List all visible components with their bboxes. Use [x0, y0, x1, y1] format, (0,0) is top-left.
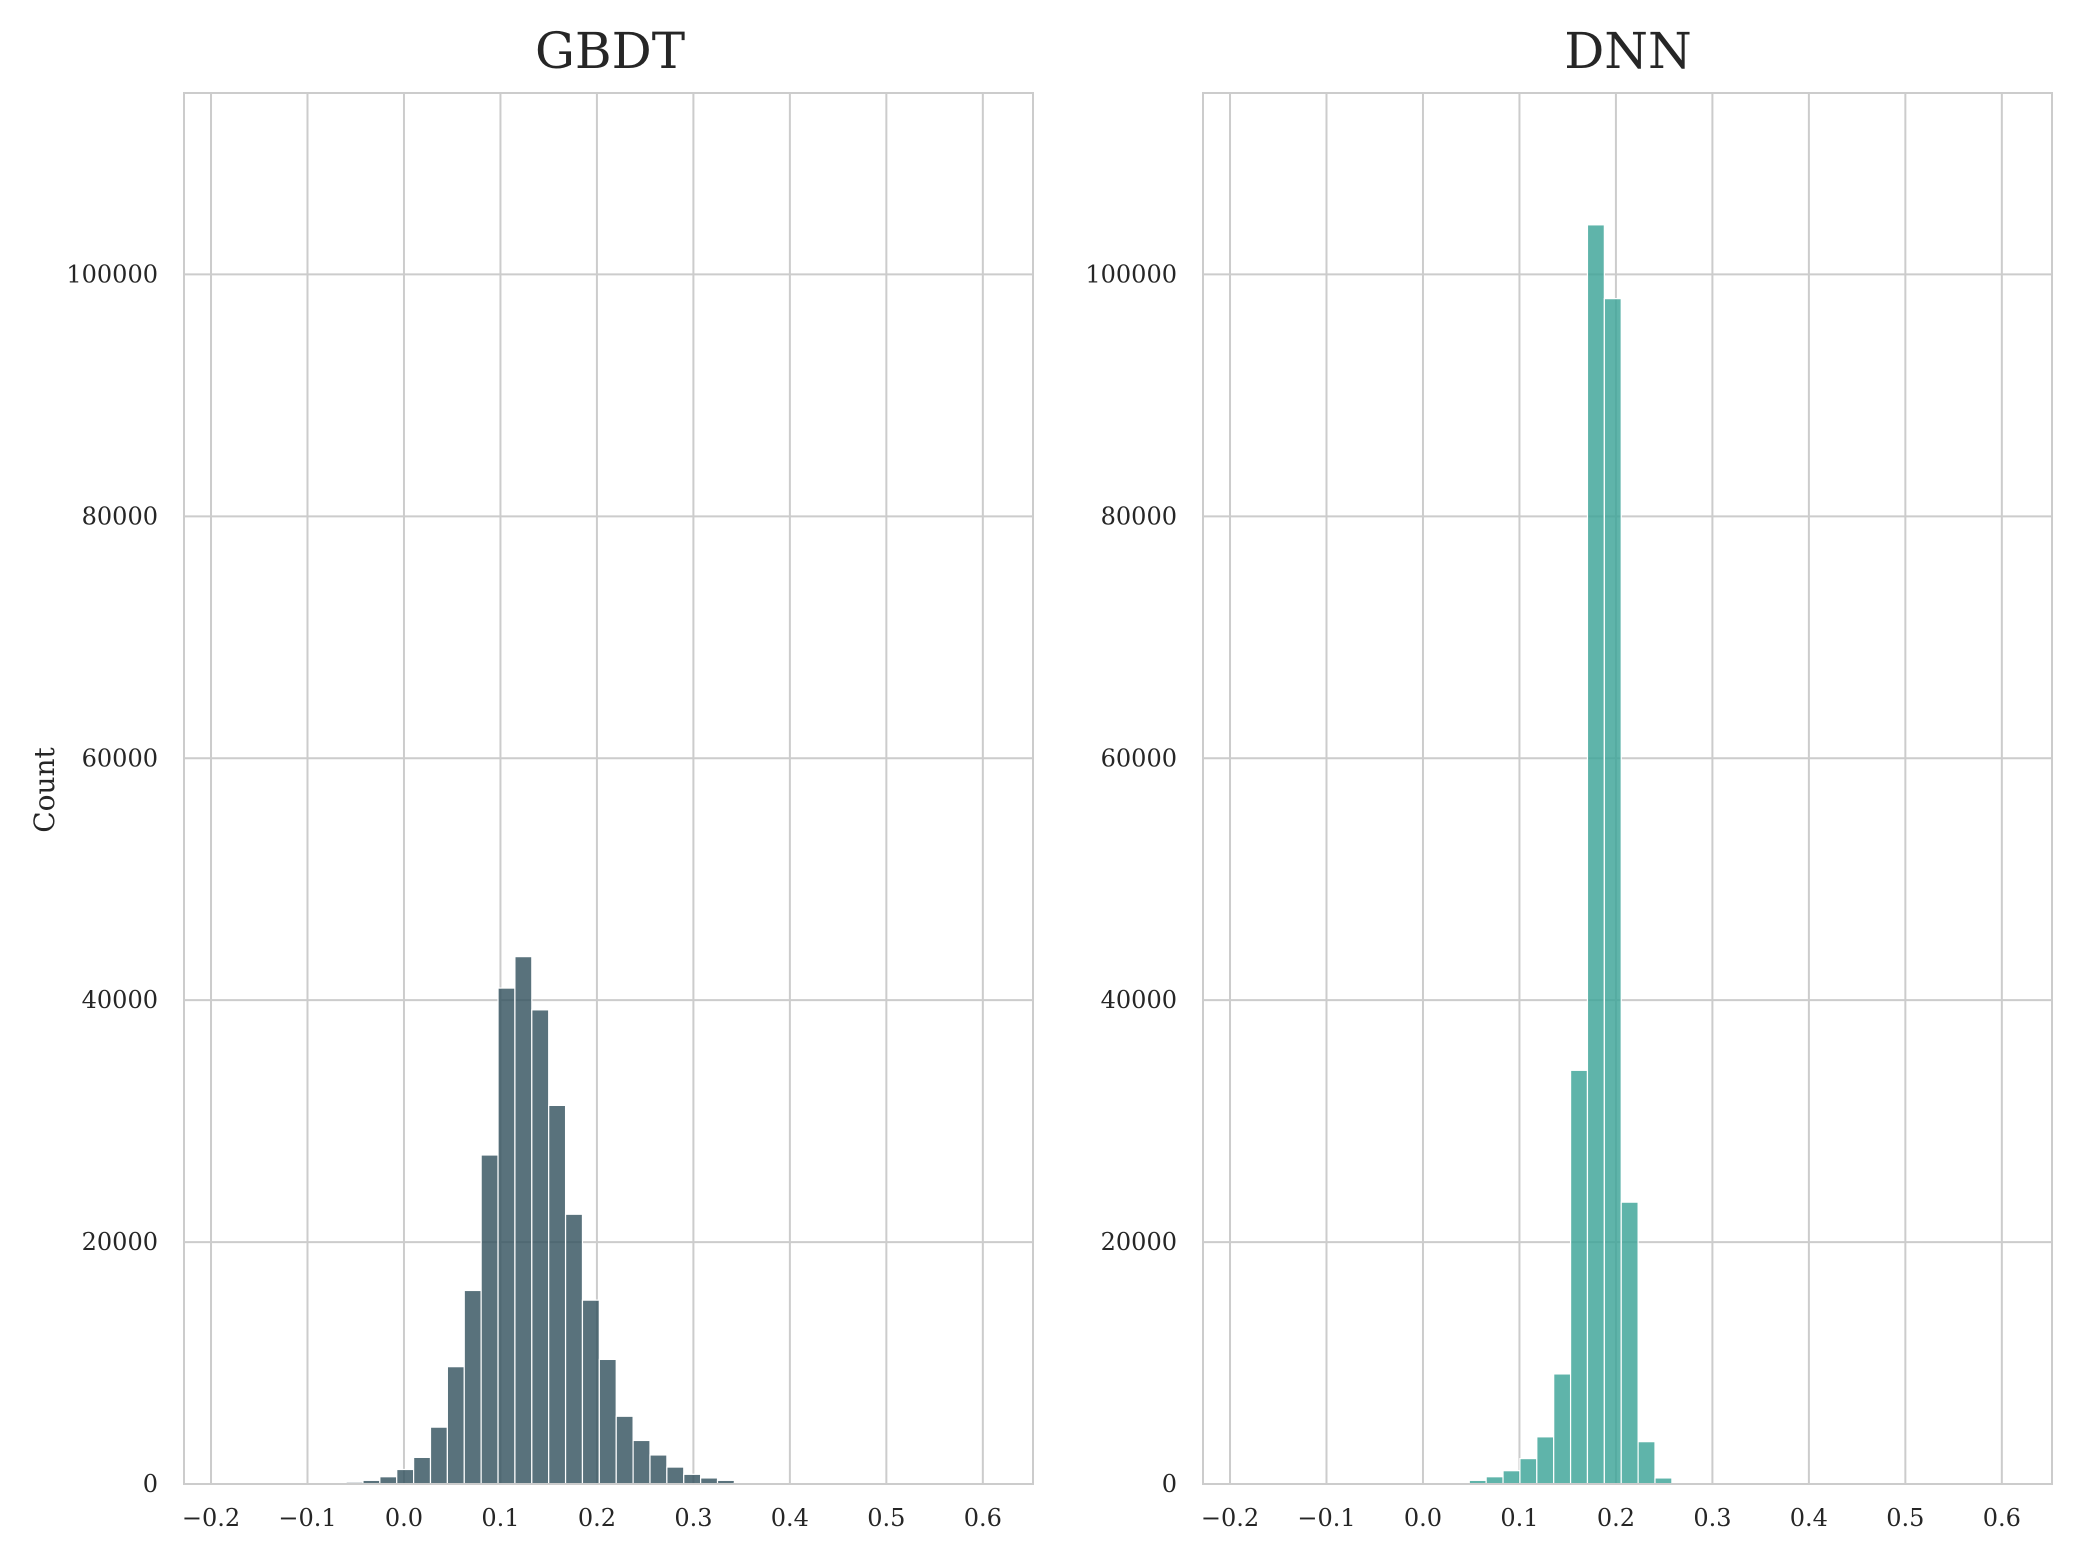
x-tick-label: 0.3 — [674, 1504, 712, 1532]
histogram-bar — [548, 1104, 567, 1485]
x-tick-label: 0.0 — [1404, 1504, 1442, 1532]
x-tick-label: 0.5 — [1886, 1504, 1924, 1532]
gbdt-title: GBDT — [535, 22, 685, 80]
histogram-bar — [480, 1154, 499, 1485]
x-tick-label: 0.1 — [481, 1504, 519, 1532]
x-tick-label: 0.2 — [1597, 1504, 1635, 1532]
histogram-bar — [531, 1009, 550, 1485]
y-tick-label: 20000 — [82, 1228, 158, 1256]
x-tick-label: −0.2 — [1201, 1504, 1259, 1532]
histogram-bar — [581, 1299, 600, 1485]
gridlines — [1203, 93, 2052, 1485]
histogram-bars — [1468, 224, 1673, 1485]
histogram-bar — [379, 1476, 398, 1485]
y-tick-label: 60000 — [82, 744, 158, 772]
x-tick-label: −0.1 — [1297, 1504, 1355, 1532]
histogram-bar — [413, 1456, 432, 1485]
x-tick-label: 0.1 — [1500, 1504, 1538, 1532]
y-tick-label: 100000 — [1085, 260, 1177, 288]
histogram-bar — [649, 1454, 668, 1485]
y-tick-label: 80000 — [82, 502, 158, 530]
x-tick-label: 0.3 — [1693, 1504, 1731, 1532]
histogram-bars — [311, 956, 786, 1485]
gbdt-panel: GBDT Count −0.2 −0.1 0.0 0.1 0.2 0.3 0.4 0.5 0.6… — [28, 22, 1034, 1532]
histogram-bar — [683, 1473, 702, 1485]
y-tick-label: 20000 — [1101, 1228, 1177, 1256]
dnn-panel: DNN −0.2 −0.1 0.0 0.1 0.2 0.3 0.4 0.5 0.6 0 20000 4… — [1085, 22, 2053, 1532]
x-tick-label: −0.2 — [182, 1504, 240, 1532]
histogram-bar — [514, 956, 533, 1485]
histogram-bar — [1519, 1457, 1538, 1485]
histogram-bar — [1637, 1441, 1656, 1485]
y-tick-label: 100000 — [66, 260, 158, 288]
x-tick-label: 0.5 — [867, 1504, 905, 1532]
histogram-bar — [666, 1466, 685, 1485]
x-tick-label: 0.6 — [1983, 1504, 2021, 1532]
y-axis-label: Count — [28, 746, 61, 832]
histogram-bar — [632, 1439, 651, 1485]
histogram-bar — [1586, 224, 1605, 1485]
x-tick-label: 0.0 — [385, 1504, 423, 1532]
histogram-bar — [429, 1426, 448, 1485]
gridlines — [184, 93, 1033, 1485]
histogram-bar — [1569, 1069, 1589, 1485]
x-tick-label: 0.4 — [1790, 1504, 1828, 1532]
histogram-bar — [446, 1366, 465, 1485]
axes-frame — [183, 92, 1034, 1485]
histogram-bar — [1553, 1373, 1572, 1485]
histogram-bar — [1603, 298, 1622, 1485]
axes-frame — [1202, 92, 2053, 1485]
histogram-bar — [598, 1358, 617, 1485]
x-tick-label: −0.1 — [278, 1504, 336, 1532]
y-tick-label: 80000 — [1101, 502, 1177, 530]
dnn-title: DNN — [1564, 22, 1692, 80]
histogram-bar — [615, 1415, 634, 1485]
histogram-bar — [1620, 1201, 1639, 1485]
histogram-bar — [1485, 1476, 1504, 1485]
histogram-bar — [396, 1468, 415, 1485]
y-tick-label: 0 — [143, 1470, 158, 1498]
histogram-bar — [1502, 1470, 1521, 1485]
y-tick-label: 40000 — [82, 986, 158, 1014]
x-tick-label: 0.6 — [964, 1504, 1002, 1532]
histogram-bar — [1536, 1436, 1555, 1485]
y-tick-label: 40000 — [1101, 986, 1177, 1014]
x-tick-label: 0.4 — [771, 1504, 809, 1532]
x-tick-label: 0.2 — [578, 1504, 616, 1532]
y-tick-label: 60000 — [1101, 744, 1177, 772]
histogram-bar — [564, 1213, 584, 1485]
histogram-bar — [463, 1289, 482, 1485]
y-tick-label: 0 — [1162, 1470, 1177, 1498]
histogram-bar — [497, 987, 516, 1485]
